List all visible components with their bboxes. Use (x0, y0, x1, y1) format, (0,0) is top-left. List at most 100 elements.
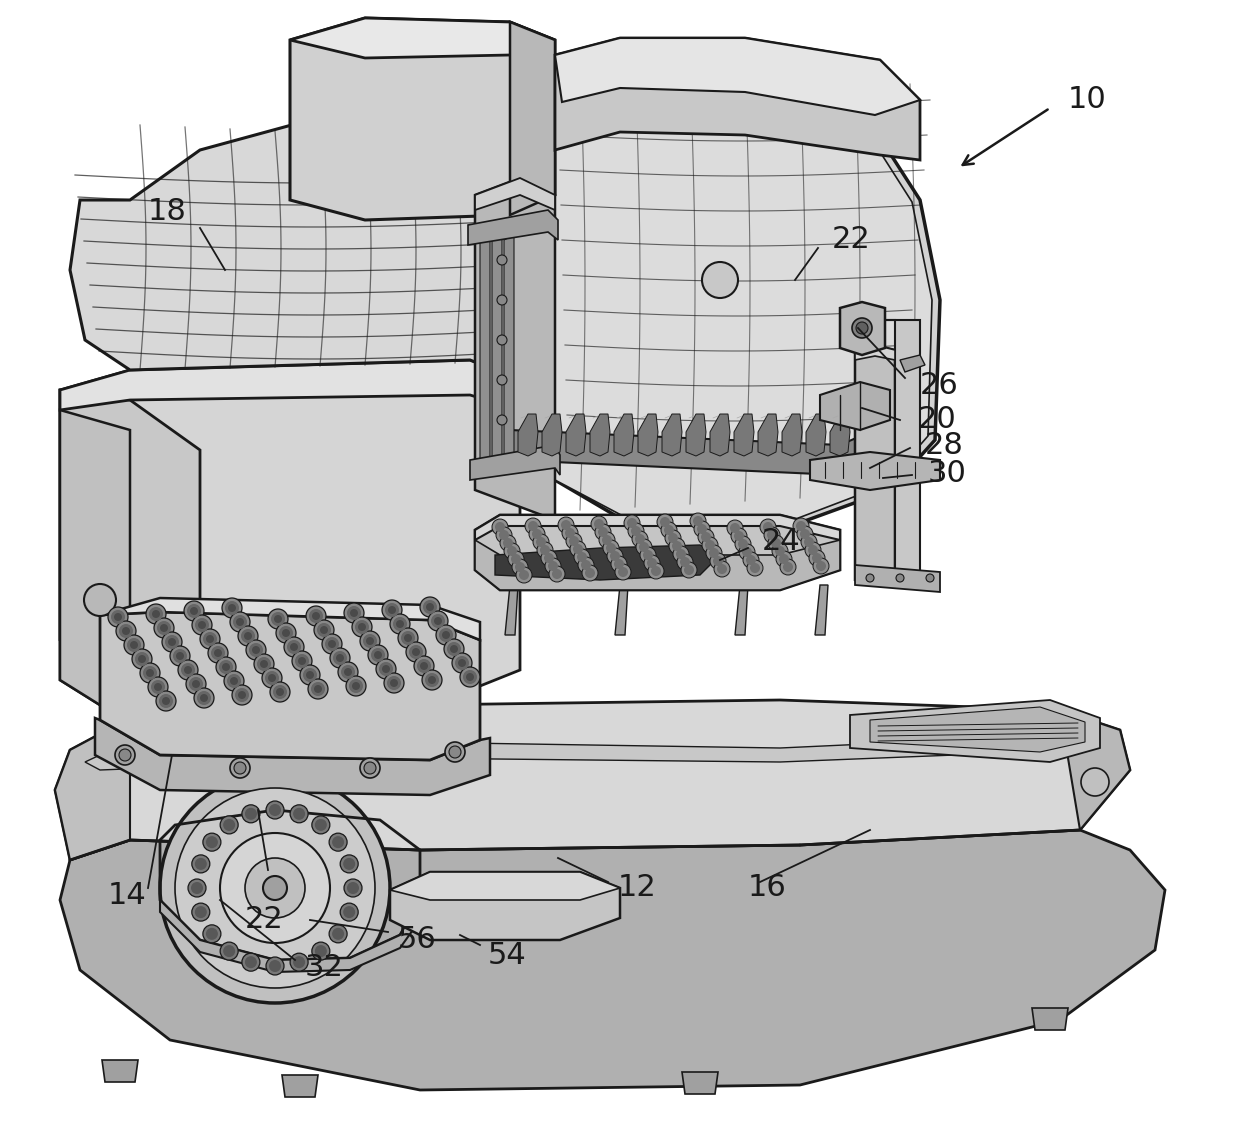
Polygon shape (565, 414, 587, 457)
Circle shape (311, 942, 330, 960)
Circle shape (306, 671, 314, 679)
Circle shape (610, 551, 620, 560)
Circle shape (428, 611, 448, 631)
Circle shape (188, 879, 206, 897)
Circle shape (582, 560, 591, 570)
Polygon shape (55, 699, 1130, 860)
Circle shape (632, 531, 649, 547)
Circle shape (714, 560, 730, 577)
Circle shape (420, 597, 440, 617)
Polygon shape (830, 414, 849, 457)
Circle shape (187, 605, 201, 618)
Polygon shape (1060, 710, 1130, 831)
Circle shape (866, 574, 874, 582)
Circle shape (422, 670, 441, 690)
Circle shape (599, 532, 615, 548)
Circle shape (763, 522, 773, 532)
Circle shape (341, 664, 355, 679)
Circle shape (529, 525, 546, 542)
Polygon shape (100, 612, 480, 760)
Circle shape (673, 546, 689, 562)
Circle shape (368, 645, 388, 664)
Circle shape (660, 518, 670, 527)
Circle shape (801, 534, 817, 550)
Circle shape (644, 555, 660, 571)
Circle shape (222, 598, 242, 618)
Circle shape (441, 631, 450, 638)
Polygon shape (55, 718, 130, 860)
Circle shape (546, 558, 560, 574)
Circle shape (649, 563, 663, 579)
Polygon shape (60, 360, 520, 690)
Polygon shape (160, 899, 420, 972)
Circle shape (130, 641, 138, 649)
Circle shape (153, 610, 160, 618)
Circle shape (115, 745, 135, 765)
Circle shape (268, 609, 288, 629)
Circle shape (315, 945, 327, 957)
Circle shape (191, 883, 203, 894)
Circle shape (157, 622, 171, 635)
Text: 30: 30 (928, 459, 967, 487)
Circle shape (640, 547, 656, 563)
Polygon shape (735, 585, 748, 635)
Circle shape (195, 618, 210, 632)
Circle shape (805, 542, 821, 558)
Circle shape (330, 647, 350, 668)
Circle shape (738, 539, 748, 549)
Circle shape (277, 623, 296, 643)
Circle shape (190, 607, 198, 615)
Circle shape (794, 518, 808, 534)
Circle shape (223, 819, 236, 831)
Circle shape (228, 605, 236, 612)
Circle shape (269, 960, 281, 972)
Circle shape (279, 626, 293, 640)
Circle shape (117, 622, 136, 641)
Circle shape (771, 538, 781, 548)
Circle shape (797, 525, 813, 542)
Circle shape (717, 564, 727, 574)
Circle shape (391, 614, 410, 634)
Circle shape (742, 547, 751, 557)
Polygon shape (391, 872, 620, 899)
Polygon shape (815, 585, 828, 635)
Circle shape (322, 634, 342, 654)
Circle shape (244, 808, 257, 820)
Circle shape (565, 533, 582, 549)
Circle shape (768, 534, 784, 551)
Circle shape (764, 527, 780, 544)
Circle shape (312, 612, 320, 620)
Circle shape (601, 534, 613, 545)
Circle shape (200, 629, 219, 649)
Polygon shape (856, 345, 895, 585)
Circle shape (500, 534, 516, 551)
Polygon shape (60, 831, 1166, 1090)
Circle shape (197, 692, 211, 705)
Circle shape (665, 530, 681, 546)
Circle shape (497, 255, 507, 266)
Circle shape (119, 749, 131, 760)
Circle shape (376, 659, 396, 679)
Polygon shape (290, 18, 556, 58)
Polygon shape (480, 235, 490, 475)
Polygon shape (100, 598, 480, 640)
Circle shape (227, 673, 241, 688)
Circle shape (779, 554, 789, 564)
Circle shape (206, 836, 218, 849)
Circle shape (709, 548, 719, 558)
Circle shape (425, 673, 439, 687)
Circle shape (635, 534, 645, 544)
Circle shape (636, 539, 652, 555)
Circle shape (661, 522, 677, 538)
Polygon shape (734, 414, 754, 457)
Circle shape (796, 521, 806, 531)
Circle shape (325, 637, 339, 651)
Text: 12: 12 (618, 873, 657, 903)
Circle shape (414, 657, 434, 676)
Text: 26: 26 (920, 371, 959, 400)
Circle shape (143, 666, 157, 680)
Circle shape (290, 805, 308, 823)
Polygon shape (686, 414, 706, 457)
Circle shape (221, 816, 238, 834)
Circle shape (384, 603, 399, 617)
